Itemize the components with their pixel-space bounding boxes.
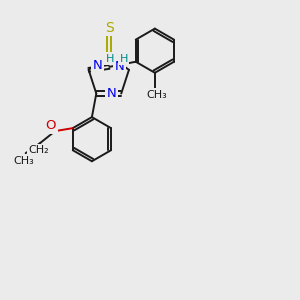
Text: N: N xyxy=(115,60,124,73)
Text: CH₂: CH₂ xyxy=(28,145,49,155)
Text: O: O xyxy=(45,119,56,132)
Text: S: S xyxy=(105,21,114,35)
Text: CH₃: CH₃ xyxy=(146,90,167,100)
Text: H: H xyxy=(106,54,114,64)
Text: N: N xyxy=(93,59,102,72)
Text: H: H xyxy=(119,54,128,64)
Text: N: N xyxy=(107,87,117,100)
Text: CH₃: CH₃ xyxy=(14,155,34,166)
